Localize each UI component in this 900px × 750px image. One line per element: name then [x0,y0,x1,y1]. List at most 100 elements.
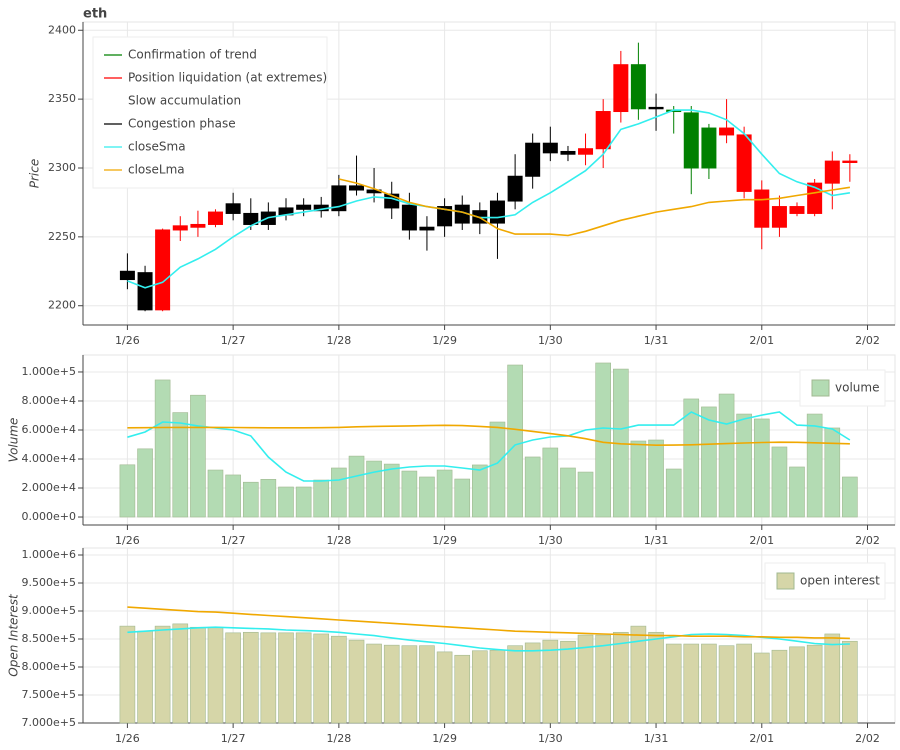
bar [331,467,347,518]
bar [260,632,277,724]
x-tick-label: 1/26 [115,534,140,547]
bar [137,630,153,724]
bar [560,640,576,724]
legend-swatch [811,379,830,397]
bar [260,479,277,518]
candle-body [630,64,646,110]
y-tick-label: 1.000e+5 [22,365,76,378]
y-tick-label: 6.000e+4 [22,423,76,436]
bar [207,469,224,518]
candle-body [207,211,223,225]
bar [295,486,312,518]
y-tick-label: 2250 [48,230,76,243]
legend-label: closeSma [128,140,186,154]
candle-body [719,127,735,136]
bar [190,626,206,724]
candle-body [754,189,770,228]
candle-body [683,112,699,169]
candle-body [225,203,241,214]
bar [489,421,506,518]
x-tick-label: 1/27 [221,334,246,347]
x-tick-label: 2/01 [749,334,774,347]
legend: open interest [764,562,886,600]
bar [524,456,541,518]
bar [789,466,805,518]
candle-body [701,127,717,169]
bar [137,448,153,518]
candle-body [296,204,312,210]
y-axis-label: Volume [7,418,21,463]
y-tick-label: 8.000e+4 [22,394,76,407]
bar [295,632,312,724]
bar [348,639,365,724]
bar [331,635,347,724]
bar [630,440,647,518]
x-tick-label: 1/31 [644,334,669,347]
x-tick-label: 1/28 [327,534,352,547]
bar [419,645,435,724]
y-tick-label: 7.000e+5 [22,716,76,729]
y-tick-label: 9.000e+5 [22,604,76,617]
bar [366,643,382,724]
bar [401,470,418,518]
bar [507,645,523,724]
candle-body [613,64,629,113]
candle-body [243,212,259,225]
legend: Confirmation of trend Position liquidatio… [92,36,328,189]
candle-body [190,223,206,228]
bar [542,639,559,724]
bar [806,644,823,724]
x-tick-label: 1/26 [115,732,140,745]
bar [771,649,788,724]
candle-body [807,182,823,214]
bar [383,463,400,518]
bar [824,427,841,518]
candle-body [595,111,611,150]
y-tick-label: 9.500e+5 [22,576,76,589]
x-tick-label: 1/31 [644,732,669,745]
bar [736,413,752,518]
y-tick-label: 8.500e+5 [22,632,76,645]
y-tick-label: 2350 [48,92,76,105]
bar [683,398,700,518]
bar [753,652,770,724]
moving-average-line [127,411,851,482]
legend-label: closeLma [128,163,185,177]
candle-body [771,206,787,228]
bar [454,478,471,518]
candle-body [789,206,805,214]
bar [613,631,629,724]
bar [366,460,382,518]
candle-body [489,200,505,224]
bar [154,625,171,724]
bar [701,406,717,518]
candle-body [525,142,541,177]
bar [225,474,241,518]
bar [595,634,611,724]
bar [648,631,664,724]
bar [789,646,805,724]
legend-label: open interest [800,574,880,588]
bar [630,625,647,724]
legend-box [92,36,328,189]
x-tick-label: 2/02 [855,334,880,347]
candle-body [172,225,188,231]
bar [472,464,488,518]
bar [595,362,611,518]
y-tick-label: 4.000e+4 [22,452,76,465]
bar [683,643,700,724]
candle-body [736,134,752,192]
candle-body [119,270,135,281]
bar [806,413,823,518]
bar [172,412,189,518]
y-tick-label: 0.000e+0 [22,510,76,523]
bar [242,481,259,518]
bar [383,644,400,724]
bar [313,479,330,518]
moving-average-line [127,606,850,640]
bar [736,643,752,724]
y-tick-label: 1.000e+6 [22,548,76,561]
y-tick-label: 7.500e+5 [22,688,76,701]
bar [348,455,365,518]
